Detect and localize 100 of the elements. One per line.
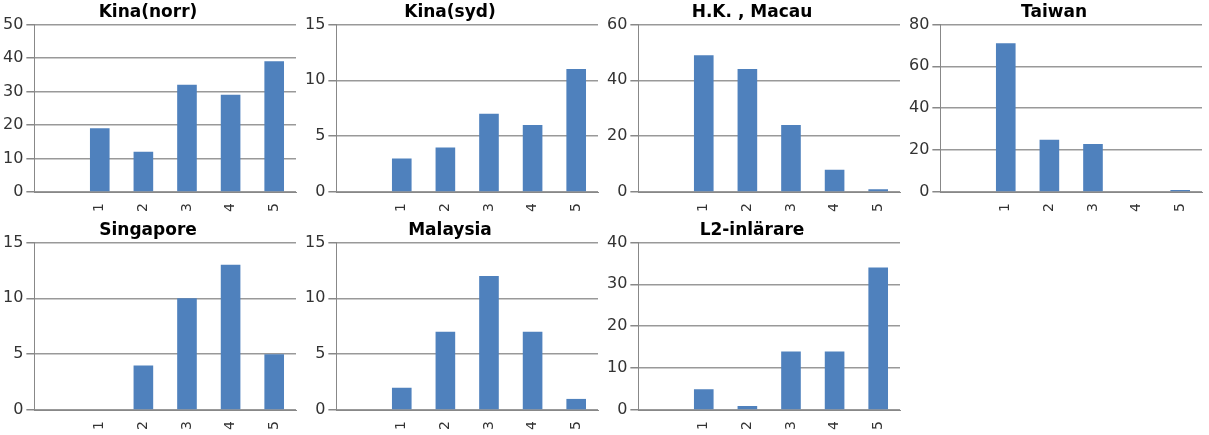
y-tick-label: 5 [13, 343, 24, 363]
y-tick-label: 0 [13, 181, 24, 201]
bar [995, 43, 1016, 192]
chart-title: L2-inlärare [699, 218, 805, 239]
x-tick-label: 3 [781, 203, 798, 213]
bar [177, 84, 197, 192]
y-tick-label: 40 [3, 47, 24, 67]
x-tick-label: 2 [134, 421, 151, 431]
bar [868, 267, 889, 410]
x-tick-label: 3 [781, 421, 798, 431]
y-tick-label: 10 [305, 287, 326, 307]
y-tick-label: 30 [607, 273, 628, 293]
x-tick-label: 1 [392, 203, 409, 213]
bar [89, 128, 110, 192]
x-tick-label: 5 [566, 421, 583, 431]
x-tick-label: 5 [264, 421, 281, 431]
y-tick-label: 50 [3, 13, 24, 33]
y-tick-label: 10 [3, 287, 24, 307]
x-tick-label: 1 [694, 203, 711, 213]
y-tick-label: 0 [617, 181, 628, 201]
bar [391, 387, 412, 410]
x-tick-label: 4 [221, 421, 238, 431]
bar [177, 298, 197, 410]
x-tick-label: 3 [1083, 203, 1100, 213]
y-tick-label: 0 [315, 181, 326, 201]
x-tick-label: 5 [868, 203, 885, 213]
x-tick-label: 5 [264, 203, 281, 213]
x-tick-label: 4 [523, 203, 540, 213]
bar [133, 151, 154, 192]
chart-title: Taiwan [1021, 0, 1087, 21]
chart-title: H.K. , Macau [691, 0, 813, 21]
bar [522, 331, 543, 410]
bar [264, 61, 285, 192]
bar [391, 158, 412, 192]
x-tick-label: 1 [694, 421, 711, 431]
bar [693, 55, 714, 192]
bar [1039, 139, 1060, 192]
chart-title: Malaysia [408, 218, 492, 239]
bar [1083, 143, 1103, 192]
x-tick-label: 4 [825, 421, 842, 431]
y-tick-label: 0 [617, 399, 628, 419]
y-tick-label: 10 [305, 69, 326, 89]
y-tick-label: 20 [607, 125, 628, 145]
x-tick-label: 5 [868, 421, 885, 431]
bar [264, 354, 285, 410]
bar [479, 113, 499, 192]
bar [220, 264, 241, 410]
x-tick-label: 2 [436, 421, 453, 431]
bar [133, 365, 154, 410]
x-tick-label: 2 [134, 203, 151, 213]
x-tick-label: 3 [479, 203, 496, 213]
y-tick-label: 80 [909, 13, 930, 33]
y-tick-label: 40 [607, 231, 628, 251]
x-tick-label: 1 [90, 421, 107, 431]
x-tick-label: 3 [177, 421, 194, 431]
y-tick-label: 10 [3, 147, 24, 167]
y-tick-label: 20 [3, 114, 24, 134]
x-tick-label: 3 [479, 421, 496, 431]
y-tick-label: 10 [607, 357, 628, 377]
y-tick-label: 15 [305, 231, 326, 251]
y-tick-label: 60 [909, 55, 930, 75]
bar [781, 351, 801, 410]
bar [737, 69, 758, 192]
x-tick-label: 5 [566, 203, 583, 213]
chart-title: Kina(syd) [404, 0, 496, 21]
x-tick-label: 3 [177, 203, 194, 213]
bar [868, 189, 889, 192]
x-tick-label: 2 [436, 203, 453, 213]
x-tick-label: 4 [825, 203, 842, 213]
bar [220, 94, 241, 192]
x-tick-label: 2 [1040, 203, 1057, 213]
x-tick-label: 1 [392, 421, 409, 431]
chart-title: Singapore [99, 218, 197, 239]
bar [693, 389, 714, 410]
bar [566, 69, 587, 192]
x-tick-label: 2 [738, 203, 755, 213]
x-tick-label: 1 [90, 203, 107, 213]
bar [824, 169, 845, 192]
y-tick-label: 5 [315, 125, 326, 145]
x-tick-label: 2 [738, 421, 755, 431]
bar [824, 351, 845, 410]
bar [781, 125, 801, 192]
chart-title: Kina(norr) [98, 0, 198, 21]
bar [479, 275, 499, 410]
y-tick-label: 20 [909, 139, 930, 159]
y-tick-label: 0 [315, 399, 326, 419]
x-tick-label: 4 [221, 203, 238, 213]
y-tick-label: 0 [13, 399, 24, 419]
y-tick-label: 40 [909, 97, 930, 117]
y-tick-label: 40 [607, 69, 628, 89]
y-tick-label: 30 [3, 80, 24, 100]
y-tick-label: 5 [315, 343, 326, 363]
y-tick-label: 60 [607, 13, 628, 33]
y-tick-label: 0 [919, 181, 930, 201]
x-tick-label: 4 [523, 421, 540, 431]
x-tick-label: 5 [1170, 203, 1187, 213]
y-tick-label: 15 [305, 13, 326, 33]
y-tick-label: 20 [607, 315, 628, 335]
bar [566, 398, 587, 410]
bar [435, 331, 456, 410]
